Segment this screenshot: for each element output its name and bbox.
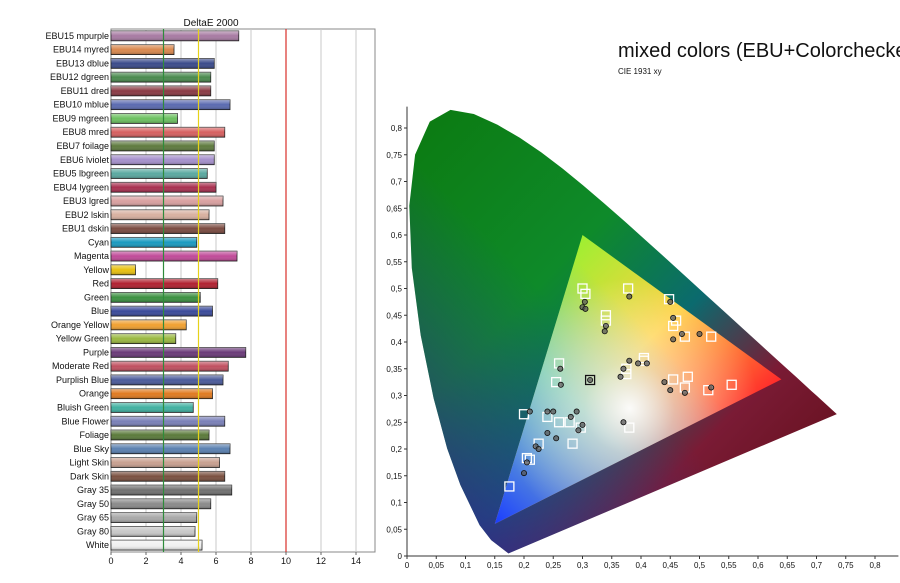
- bar-category-label: Blue: [91, 306, 109, 316]
- bar-category-label: EBU4 lygreen: [53, 182, 109, 192]
- bar-category-label: Gray 80: [77, 526, 109, 536]
- bar-x-tick-label: 8: [248, 556, 253, 566]
- bar-category-label: EBU2 lskin: [65, 210, 109, 220]
- bar-category-label: EBU10 mblue: [53, 100, 109, 110]
- bar-shading: [111, 72, 211, 83]
- bar-category-label: Gray 50: [77, 499, 109, 509]
- bar-x-tick-label: 0: [108, 556, 113, 566]
- bar-category-label: EBU1 dskin: [62, 224, 109, 234]
- bar-category-label: Purplish Blue: [56, 375, 109, 385]
- bar-x-tick-label: 2: [143, 556, 148, 566]
- bar-chart-title: DeltaE 2000: [183, 18, 238, 29]
- bar-category-label: Red: [92, 279, 109, 289]
- bar-category-label: Light Skin: [69, 458, 109, 468]
- cie-chart-subtitle: CIE 1931 xy: [618, 67, 662, 76]
- bar-category-label: EBU5 lbgreen: [53, 169, 109, 179]
- bar-category-label: Cyan: [88, 237, 109, 247]
- bar-shading: [111, 237, 197, 248]
- bar-category-label: EBU15 mpurple: [45, 31, 109, 41]
- bar-shading: [111, 251, 237, 262]
- bar-category-label: EBU9 mgreen: [52, 113, 109, 123]
- bar-category-label: EBU12 dgreen: [50, 72, 109, 82]
- bar-category-label: White: [86, 540, 109, 550]
- bar-category-label: EBU3 lgred: [63, 196, 109, 206]
- bar-category-label: Gray 65: [77, 513, 109, 523]
- bar-shading: [111, 361, 229, 372]
- bar-x-tick-label: 12: [316, 556, 326, 566]
- bar-shading: [111, 347, 246, 358]
- bar-category-label: Moderate Red: [52, 361, 109, 371]
- bar-category-label: EBU13 dblue: [56, 58, 109, 68]
- bar-category-label: Foliage: [79, 430, 109, 440]
- bar-x-tick-label: 10: [281, 556, 291, 566]
- bar-category-label: Purple: [83, 347, 109, 357]
- bar-category-label: Blue Flower: [61, 416, 109, 426]
- bar-shading: [111, 292, 201, 303]
- bar-shading: [111, 471, 225, 482]
- bar-shading: [111, 375, 223, 385]
- bar-shading: [111, 196, 223, 206]
- bar-shading: [111, 388, 213, 399]
- bar-category-label: EBU11 dred: [61, 86, 109, 96]
- bar-shading: [111, 498, 211, 509]
- bar-x-tick-label: 6: [213, 556, 218, 566]
- bar-shading: [111, 209, 209, 220]
- bar-category-label: EBU14 myred: [53, 45, 109, 55]
- bar-x-tick-label: 4: [178, 556, 183, 566]
- bar-shading: [111, 30, 239, 41]
- bar-category-label: EBU7 foilage: [56, 141, 109, 151]
- bar-shading: [111, 333, 176, 344]
- bar-shading: [111, 127, 225, 138]
- bar-shading: [111, 512, 197, 523]
- bar-shading: [111, 526, 195, 537]
- bar-shading: [111, 443, 230, 454]
- bar-shading: [111, 154, 215, 165]
- bar-shading: [111, 223, 225, 234]
- bar-shading: [111, 457, 220, 468]
- bar-category-label: Yellow: [83, 265, 109, 275]
- bar-shading: [111, 99, 230, 110]
- bar-category-label: Magenta: [74, 251, 109, 261]
- bar-category-label: Orange Yellow: [51, 320, 110, 330]
- bar-category-label: EBU6 lviolet: [60, 155, 110, 165]
- bar-category-label: Green: [84, 292, 109, 302]
- bar-category-label: EBU8 mred: [62, 127, 109, 137]
- bar-category-label: Bluish Green: [57, 402, 109, 412]
- bar-shading: [111, 430, 209, 440]
- bar-shading: [111, 44, 174, 55]
- bar-shading: [111, 113, 178, 124]
- bar-shading: [111, 168, 208, 179]
- bar-shading: [111, 540, 202, 551]
- bar-x-tick-label: 14: [351, 556, 361, 566]
- bar-shading: [111, 416, 225, 427]
- bar-shading: [111, 485, 232, 496]
- bar-shading: [111, 141, 215, 151]
- bar-shading: [111, 319, 187, 330]
- bar-shading: [111, 264, 136, 275]
- bar-category-label: Gray 35: [77, 485, 109, 495]
- bar-shading: [111, 402, 194, 413]
- cie-chart-title: mixed colors (EBU+Colorchecker): [618, 40, 900, 62]
- bar-category-label: Blue Sky: [73, 444, 109, 454]
- bar-category-label: Yellow Green: [56, 334, 109, 344]
- bar-shading: [111, 58, 215, 69]
- bar-category-label: Dark Skin: [70, 471, 109, 481]
- bar-shading: [111, 278, 218, 289]
- bar-category-label: Orange: [79, 389, 109, 399]
- bar-shading: [111, 306, 213, 317]
- bar-shading: [111, 85, 211, 96]
